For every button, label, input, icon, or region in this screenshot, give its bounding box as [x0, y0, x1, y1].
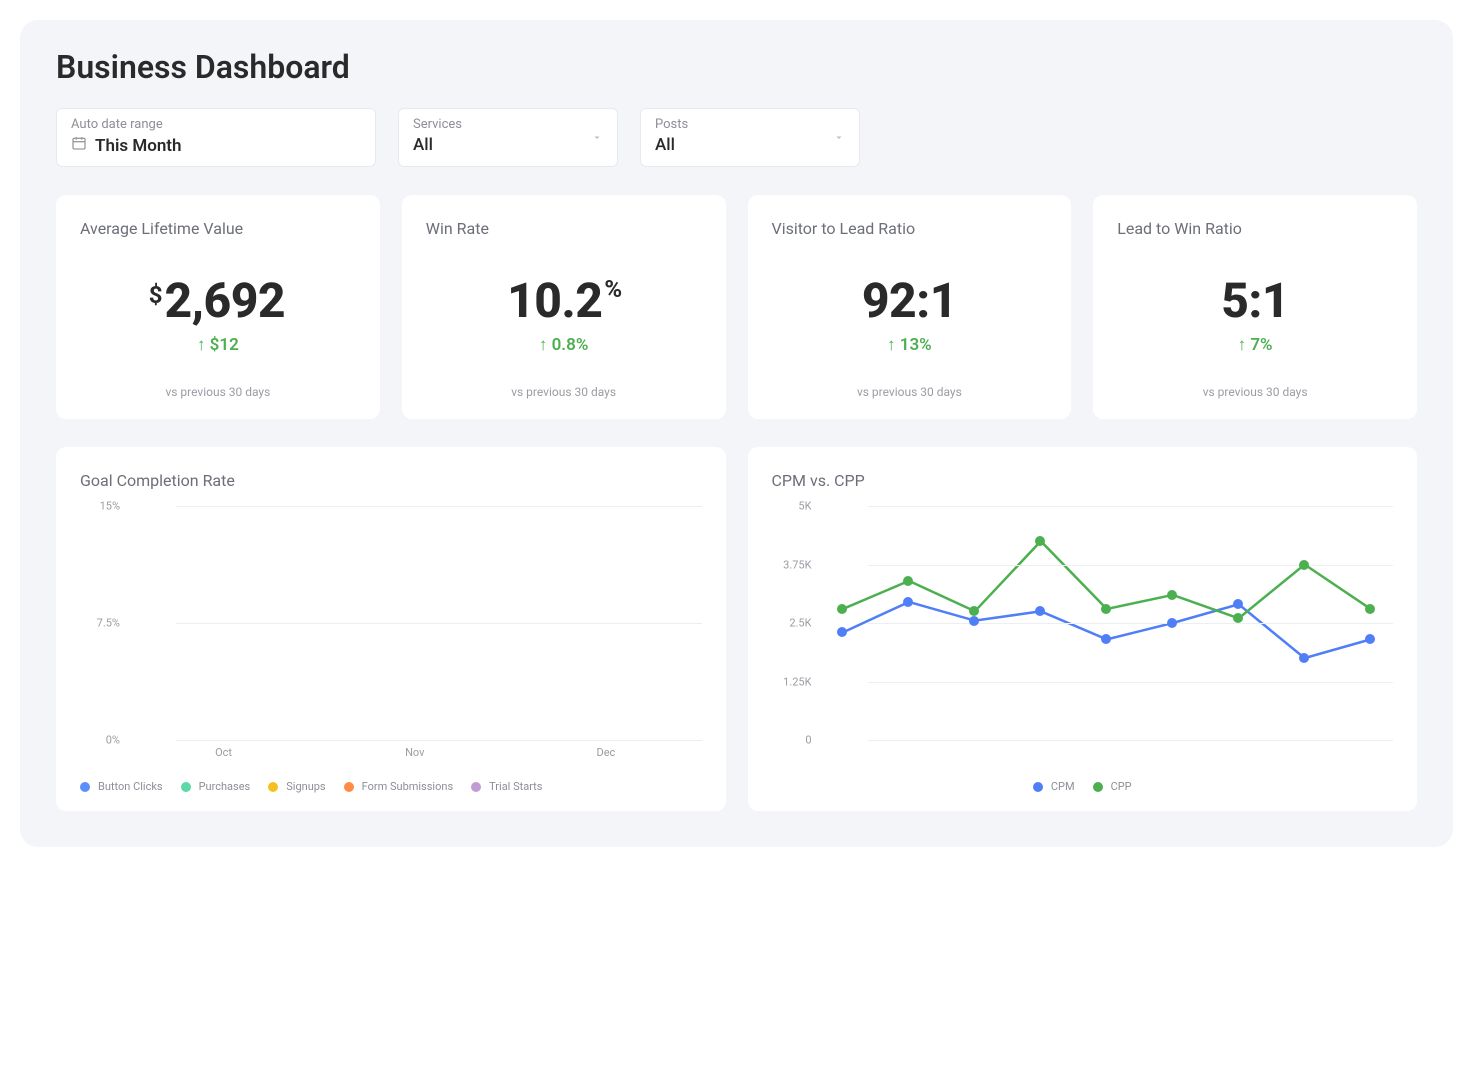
- legend-label: Purchases: [199, 780, 251, 793]
- grid-line: [868, 740, 1394, 741]
- legend-dot: [80, 782, 90, 792]
- legend-dot: [344, 782, 354, 792]
- kpi-delta: ↑ 7%: [1117, 335, 1393, 355]
- kpi-value: 92:1: [862, 272, 957, 329]
- legend-item[interactable]: Form Submissions: [344, 780, 454, 793]
- kpi-delta: ↑ 0.8%: [426, 335, 702, 355]
- bar-chart-title: Goal Completion Rate: [80, 471, 702, 490]
- legend-item[interactable]: Trial Starts: [471, 780, 542, 793]
- kpi-footnote: vs previous 30 days: [772, 385, 1048, 399]
- kpi-suffix: %: [604, 275, 622, 303]
- charts-row: Goal Completion Rate 0%7.5%15%OctNovDec …: [56, 447, 1417, 811]
- kpi-card: Visitor to Lead Ratio 92:1 ↑ 13% vs prev…: [748, 195, 1072, 419]
- y-tick: 7.5%: [97, 617, 120, 630]
- kpi-prefix: $: [149, 281, 163, 309]
- calendar-icon: [71, 135, 87, 156]
- kpi-value-row: 92:1: [772, 272, 1048, 329]
- y-tick: 1.25K: [783, 675, 811, 688]
- date-range-text: This Month: [95, 136, 182, 156]
- grid-line: [868, 565, 1394, 566]
- kpi-value-row: $ 2,692: [80, 272, 356, 329]
- x-label: Dec: [597, 746, 616, 759]
- kpi-value: 2,692: [164, 272, 285, 329]
- posts-filter[interactable]: Posts All: [640, 108, 860, 167]
- line-marker: [969, 616, 979, 626]
- posts-value: All: [655, 135, 845, 155]
- legend-item[interactable]: CPP: [1093, 780, 1132, 793]
- legend-item[interactable]: Purchases: [181, 780, 251, 793]
- chevron-down-icon: [833, 128, 845, 147]
- date-range-label: Auto date range: [71, 117, 361, 132]
- kpi-value-row: 10.2 %: [426, 272, 702, 329]
- legend-label: CPM: [1051, 780, 1075, 793]
- filters-row: Auto date range This Month Services All …: [56, 108, 1417, 167]
- line-marker: [1365, 604, 1375, 614]
- legend-dot: [471, 782, 481, 792]
- grid-line: [176, 623, 702, 624]
- bar-chart-card: Goal Completion Rate 0%7.5%15%OctNovDec …: [56, 447, 726, 811]
- legend-item[interactable]: Signups: [268, 780, 325, 793]
- date-range-value: This Month: [71, 135, 361, 156]
- line-chart-card: CPM vs. CPP 0 1.25K 2.5K 3.75K 5K CPM CPP: [748, 447, 1418, 811]
- x-label: Oct: [215, 746, 232, 759]
- y-tick: 0%: [106, 734, 120, 747]
- line-chart-area: 01.25K2.5K3.75K5K: [772, 506, 1394, 766]
- kpi-footnote: vs previous 30 days: [80, 385, 356, 399]
- kpi-delta: ↑ 13%: [772, 335, 1048, 355]
- line-chart-title: CPM vs. CPP: [772, 471, 1394, 490]
- line-chart-legend: CPM CPP: [772, 780, 1394, 793]
- y-tick: 3.75K: [783, 558, 811, 571]
- kpi-label: Win Rate: [426, 219, 702, 238]
- kpi-card: Lead to Win Ratio 5:1 ↑ 7% vs previous 3…: [1093, 195, 1417, 419]
- grid-line: [868, 682, 1394, 683]
- kpi-label: Lead to Win Ratio: [1117, 219, 1393, 238]
- y-tick: 5K: [798, 500, 811, 513]
- legend-label: Signups: [286, 780, 325, 793]
- grid-line: [176, 506, 702, 507]
- date-range-filter[interactable]: Auto date range This Month: [56, 108, 376, 167]
- grid-line: [176, 740, 702, 741]
- services-value: All: [413, 135, 603, 155]
- kpi-value: 10.2: [507, 272, 602, 329]
- kpi-card: Average Lifetime Value $ 2,692 ↑ $12 vs …: [56, 195, 380, 419]
- kpi-delta: ↑ $12: [80, 335, 356, 355]
- kpi-footnote: vs previous 30 days: [426, 385, 702, 399]
- legend-item[interactable]: Button Clicks: [80, 780, 163, 793]
- legend-label: CPP: [1111, 780, 1132, 793]
- kpi-label: Visitor to Lead Ratio: [772, 219, 1048, 238]
- kpi-label: Average Lifetime Value: [80, 219, 356, 238]
- grid-line: [868, 506, 1394, 507]
- services-label: Services: [413, 117, 603, 132]
- bar-chart-area: 0%7.5%15%OctNovDec: [80, 506, 702, 766]
- legend-dot: [1093, 782, 1103, 792]
- legend-dot: [1033, 782, 1043, 792]
- posts-label: Posts: [655, 117, 845, 132]
- kpi-value-row: 5:1: [1117, 272, 1393, 329]
- legend-label: Trial Starts: [489, 780, 542, 793]
- bar-chart-legend: Button Clicks Purchases Signups Form Submis…: [80, 780, 702, 793]
- legend-label: Button Clicks: [98, 780, 163, 793]
- legend-label: Form Submissions: [362, 780, 454, 793]
- y-tick: 2.5K: [789, 617, 811, 630]
- grid-line: [868, 623, 1394, 624]
- y-tick: 0: [805, 734, 811, 747]
- legend-dot: [181, 782, 191, 792]
- x-label: Nov: [405, 746, 424, 759]
- legend-dot: [268, 782, 278, 792]
- y-tick: 15%: [100, 500, 120, 513]
- dashboard-container: Business Dashboard Auto date range This …: [20, 20, 1453, 847]
- kpi-value: 5:1: [1221, 272, 1289, 329]
- line-marker: [1299, 560, 1309, 570]
- kpi-cards-row: Average Lifetime Value $ 2,692 ↑ $12 vs …: [56, 195, 1417, 419]
- chevron-down-icon: [591, 128, 603, 147]
- kpi-card: Win Rate 10.2 % ↑ 0.8% vs previous 30 da…: [402, 195, 726, 419]
- kpi-footnote: vs previous 30 days: [1117, 385, 1393, 399]
- page-title: Business Dashboard: [56, 48, 1417, 86]
- services-filter[interactable]: Services All: [398, 108, 618, 167]
- legend-item[interactable]: CPM: [1033, 780, 1075, 793]
